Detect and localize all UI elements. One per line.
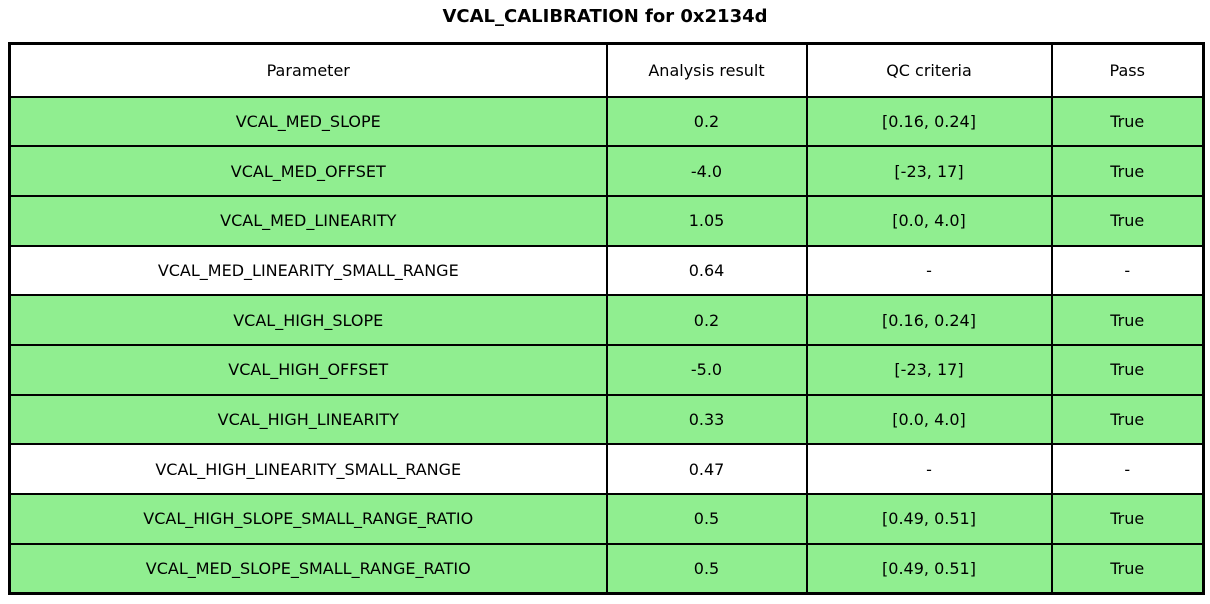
cell-qc-criteria: [0.0, 4.0] [805,393,1053,446]
cell-qc-criteria: [0.0, 4.0] [805,194,1053,247]
cell-pass: True [1050,393,1205,446]
cell-parameter: VCAL_MED_SLOPE_SMALL_RANGE_RATIO [8,542,608,595]
cell-analysis-result: 0.5 [605,493,808,545]
cell-parameter: VCAL_HIGH_LINEARITY_SMALL_RANGE [8,443,608,495]
col-header-parameter: Parameter [8,42,608,98]
cell-qc-criteria: [0.16, 0.24] [805,95,1053,148]
cell-analysis-result: 0.5 [605,542,808,595]
cell-parameter: VCAL_HIGH_SLOPE_SMALL_RANGE_RATIO [8,493,608,545]
cell-parameter: VCAL_HIGH_LINEARITY [8,393,608,446]
cell-pass: True [1050,145,1205,197]
table-row: VCAL_MED_LINEARITY_SMALL_RANGE 0.64 - - [8,244,1205,297]
header-row: Parameter Analysis result QC criteria Pa… [8,42,1205,98]
col-header-qc-criteria: QC criteria [805,42,1053,98]
cell-qc-criteria: - [805,244,1053,297]
table-row: VCAL_MED_OFFSET -4.0 [-23, 17] True [8,145,1205,197]
cell-pass: True [1050,493,1205,545]
cell-parameter: VCAL_MED_LINEARITY_SMALL_RANGE [8,244,608,297]
cell-analysis-result: -5.0 [605,343,808,396]
qc-results-table: Parameter Analysis result QC criteria Pa… [8,42,1205,595]
cell-qc-criteria: [0.16, 0.24] [805,294,1053,346]
cell-analysis-result: 0.33 [605,393,808,446]
table-row: VCAL_HIGH_LINEARITY 0.33 [0.0, 4.0] True [8,393,1205,446]
cell-analysis-result: 0.47 [605,443,808,495]
cell-parameter: VCAL_MED_OFFSET [8,145,608,197]
table-row: VCAL_HIGH_SLOPE_SMALL_RANGE_RATIO 0.5 [0… [8,493,1205,545]
cell-analysis-result: -4.0 [605,145,808,197]
cell-pass: True [1050,294,1205,346]
cell-pass: True [1050,343,1205,396]
cell-qc-criteria: [-23, 17] [805,343,1053,396]
table-row: VCAL_HIGH_SLOPE 0.2 [0.16, 0.24] True [8,294,1205,346]
cell-qc-criteria: [-23, 17] [805,145,1053,197]
cell-parameter: VCAL_MED_SLOPE [8,95,608,148]
cell-analysis-result: 0.2 [605,95,808,148]
cell-qc-criteria: [0.49, 0.51] [805,542,1053,595]
cell-pass: - [1050,244,1205,297]
cell-qc-criteria: [0.49, 0.51] [805,493,1053,545]
cell-parameter: VCAL_MED_LINEARITY [8,194,608,247]
cell-pass: True [1050,194,1205,247]
cell-parameter: VCAL_HIGH_OFFSET [8,343,608,396]
table-row: VCAL_MED_LINEARITY 1.05 [0.0, 4.0] True [8,194,1205,247]
table-row: VCAL_HIGH_LINEARITY_SMALL_RANGE 0.47 - - [8,443,1205,495]
col-header-analysis-result: Analysis result [605,42,808,98]
cell-pass: True [1050,95,1205,148]
cell-qc-criteria: - [805,443,1053,495]
table-row: VCAL_HIGH_OFFSET -5.0 [-23, 17] True [8,343,1205,396]
cell-analysis-result: 1.05 [605,194,808,247]
table-row: VCAL_MED_SLOPE 0.2 [0.16, 0.24] True [8,95,1205,148]
cell-analysis-result: 0.64 [605,244,808,297]
cell-pass: - [1050,443,1205,495]
table-row: VCAL_MED_SLOPE_SMALL_RANGE_RATIO 0.5 [0.… [8,542,1205,595]
col-header-pass: Pass [1050,42,1205,98]
chart-title: VCAL_CALIBRATION for 0x2134d [442,6,768,27]
cell-pass: True [1050,542,1205,595]
cell-analysis-result: 0.2 [605,294,808,346]
cell-parameter: VCAL_HIGH_SLOPE [8,294,608,346]
